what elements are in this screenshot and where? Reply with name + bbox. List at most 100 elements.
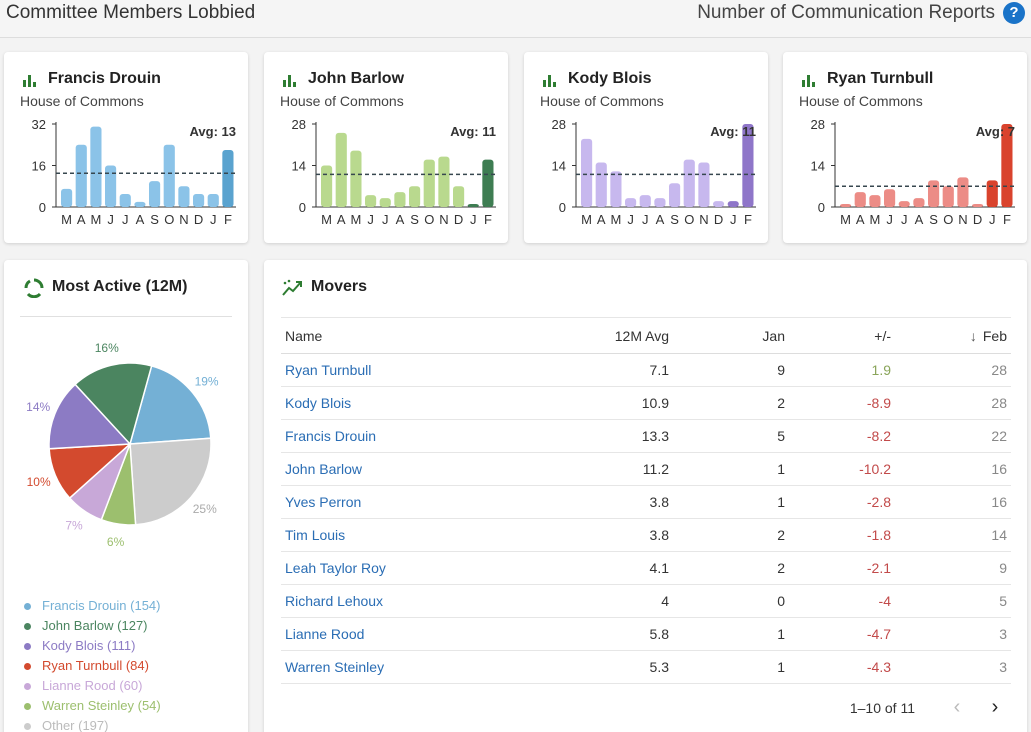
sparkline-bar[interactable] [321,165,333,208]
sparkline-bar[interactable] [149,181,161,207]
sparkline-card[interactable]: Kody Blois House of Commons 28 14 0 M A M J J A S O N… [524,52,768,243]
sparkline-bar[interactable] [178,186,190,207]
member-name-link[interactable]: Yves Perron [285,494,362,510]
sparkline-bar[interactable] [884,189,896,207]
sparkline-bar[interactable] [581,138,593,207]
sparkline-bar[interactable] [698,162,710,207]
sparkline-card[interactable]: Francis Drouin House of Commons 32 16 0 M A M J J… [4,52,248,243]
pie-slice[interactable] [128,365,212,445]
month-label: A [915,212,924,227]
sparkline-bar[interactable] [350,150,362,207]
pie-slice[interactable] [48,383,132,450]
sparkline-bar[interactable] [986,180,998,207]
next-page-icon[interactable]: › [991,696,999,718]
sparkline-bar[interactable] [467,204,479,207]
table-row[interactable]: Tim Louis 3.8 2 -1.8 14 [281,518,1011,552]
member-name-link[interactable]: Warren Steinley [285,659,385,675]
y-tick-label: 28 [552,117,566,132]
table-row[interactable]: Kody Blois 10.9 2 -8.9 28 [281,386,1011,420]
table-row[interactable]: Ryan Turnbull 7.1 9 1.9 28 [281,353,1011,387]
sparkline-bar[interactable] [669,183,681,207]
legend-item[interactable]: Warren Steinley (54) [24,696,161,716]
member-name-link[interactable]: Francis Drouin [285,428,377,444]
sparkline-bar[interactable] [379,198,391,207]
help-icon[interactable]: ? [1003,2,1025,24]
legend-item[interactable]: Kody Blois (111) [24,636,161,656]
sparkline-bar[interactable] [365,195,377,207]
sparkline-bar[interactable] [61,188,73,207]
sparkline-bar[interactable] [913,198,925,207]
sparkline-bar[interactable] [409,186,421,207]
sparkline-bar[interactable] [957,177,969,207]
member-name-link[interactable]: John Barlow [285,461,363,477]
member-name-link[interactable]: Ryan Turnbull [285,362,372,378]
sparkline-bar[interactable] [163,144,175,207]
sparkline-bar[interactable] [595,162,607,207]
sparkline-bar[interactable] [453,186,465,207]
table-row[interactable]: Richard Lehoux 4 0 -4 5 [281,584,1011,618]
sparkline-bar[interactable] [438,156,450,207]
sparkline-bar[interactable] [423,159,435,207]
sparkline-bar[interactable] [898,201,910,207]
sparkline-bar[interactable] [854,192,866,207]
sparkline-bar[interactable] [683,159,695,207]
prev-page-icon[interactable]: ‹ [953,696,961,718]
sparkline-bar[interactable] [207,194,219,207]
sparkline-bar[interactable] [840,204,852,207]
sparkline-bar[interactable] [482,159,494,207]
sparkline-bar[interactable] [222,149,234,207]
sparkline-bar[interactable] [727,201,739,207]
sparkline-card[interactable]: John Barlow House of Commons 28 14 0 M A M J J A S O… [264,52,508,243]
sparkline-bar[interactable] [394,192,406,207]
legend-item[interactable]: Lianne Rood (60) [24,676,161,696]
member-name-link[interactable]: Leah Taylor Roy [285,560,386,576]
table-row[interactable]: John Barlow 11.2 1 -10.2 16 [281,452,1011,486]
sparkline-bar[interactable] [119,194,131,207]
sparkline-bar[interactable] [639,195,651,207]
sparkline-bar[interactable] [335,132,347,207]
col-feb[interactable]: ↓ Feb [891,317,1011,354]
pie-slice[interactable] [129,437,212,526]
sparkline-bar[interactable] [972,204,984,207]
sparkline-bar[interactable] [105,165,117,208]
legend-item[interactable]: John Barlow (127) [24,616,161,636]
legend-item[interactable]: Francis Drouin (154) [24,596,161,616]
sparkline-bar[interactable] [942,186,954,207]
table-cell: 1 [669,485,785,519]
sparkline-bar[interactable] [90,126,102,207]
sparkline-bar[interactable] [713,201,725,207]
col-diff[interactable]: +/- [785,317,891,354]
table-row[interactable]: Warren Steinley 5.3 1 -4.3 3 [281,650,1011,684]
table-row[interactable]: Yves Perron 3.8 1 -2.8 16 [281,485,1011,519]
table-row[interactable]: Lianne Rood 5.8 1 -4.7 3 [281,617,1011,651]
col-12m-avg[interactable]: 12M Avg [511,317,669,354]
jan-cell: 2 [777,395,785,411]
sparkline-card[interactable]: Ryan Turnbull House of Commons 28 14 0 M A M J J A… [783,52,1027,243]
sparkline-bar[interactable] [75,144,87,207]
sparkline-bar[interactable] [193,194,205,207]
sparkline-bar[interactable] [610,171,622,207]
col-name[interactable]: Name [281,317,511,354]
sparkline-bar[interactable] [625,198,637,207]
member-name-link[interactable]: Kody Blois [285,395,352,411]
table-row[interactable]: Francis Drouin 13.3 5 -8.2 22 [281,419,1011,453]
sparkline-bar[interactable] [134,201,146,207]
sparkline-bar[interactable] [742,124,754,207]
pie-slice-label: 10% [27,475,51,489]
legend-item[interactable]: Other (197) [24,716,161,732]
sparkline-bar[interactable] [869,195,881,207]
avg-cell: 5.8 [649,626,669,642]
month-label: J [886,212,893,227]
member-name-link[interactable]: Richard Lehoux [285,593,384,609]
pie-slice[interactable] [74,362,153,446]
sparkline-bar[interactable] [654,198,666,207]
member-name-link[interactable]: Tim Louis [285,527,346,543]
sort-desc-icon: ↓ [969,327,977,344]
month-label: F [1003,212,1011,227]
sparkline-bar[interactable] [928,180,940,207]
table-row[interactable]: Leah Taylor Roy 4.1 2 -2.1 9 [281,551,1011,585]
legend-item[interactable]: Ryan Turnbull (84) [24,656,161,676]
member-name-link[interactable]: Lianne Rood [285,626,365,642]
col-jan[interactable]: Jan [669,317,785,354]
bar-chart-icon [802,73,818,87]
